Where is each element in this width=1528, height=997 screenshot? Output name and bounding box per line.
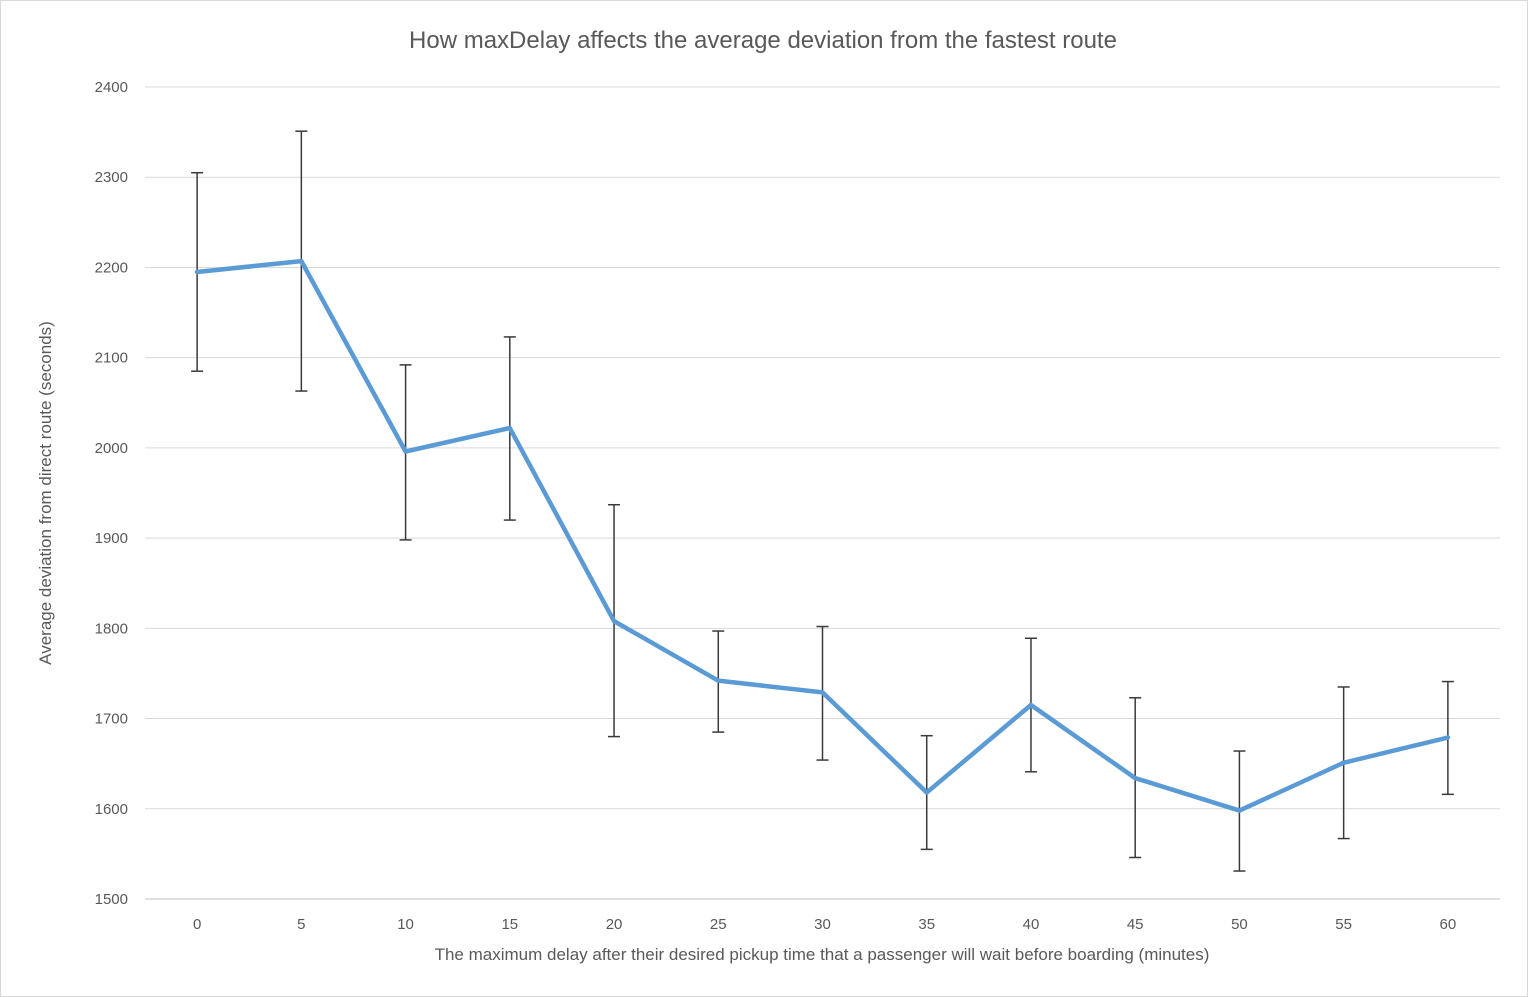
chart-title: How maxDelay affects the average deviati… xyxy=(409,27,1117,54)
data-point xyxy=(716,678,721,683)
data-point xyxy=(1445,735,1451,740)
y-tick-label: 2000 xyxy=(95,440,128,457)
y-tick-label: 2200 xyxy=(95,259,128,276)
data-point xyxy=(924,790,929,795)
error-bars xyxy=(191,130,1454,872)
y-tick-label: 1500 xyxy=(95,891,128,908)
x-tick-label: 10 xyxy=(397,916,414,933)
x-tick-label: 50 xyxy=(1231,916,1248,933)
y-axis-title: Average deviation from direct route (sec… xyxy=(36,321,55,665)
x-tick-label: 30 xyxy=(814,916,831,933)
data-point xyxy=(820,690,825,695)
x-axis-title: The maximum delay after their desired pi… xyxy=(435,945,1210,964)
x-tick-label: 25 xyxy=(710,916,727,933)
y-tick-label: 2300 xyxy=(95,169,128,186)
data-point xyxy=(1341,760,1346,765)
x-tick-label: 5 xyxy=(297,916,305,933)
x-tick-label: 20 xyxy=(606,916,623,933)
x-tick-label: 45 xyxy=(1127,916,1144,933)
data-point xyxy=(507,425,513,431)
data-point xyxy=(194,269,200,275)
x-tick-label: 15 xyxy=(501,916,518,933)
x-axis-tick-labels: 0 5 10 15 20 25 30 35 40 45 50 55 60 xyxy=(193,916,1456,933)
data-point xyxy=(1237,808,1242,813)
data-point xyxy=(1132,775,1138,781)
y-tick-label: 1800 xyxy=(95,620,128,637)
x-tick-label: 40 xyxy=(1023,916,1040,933)
series xyxy=(194,258,1451,813)
x-tick-label: 60 xyxy=(1440,916,1457,933)
x-tick-label: 35 xyxy=(918,916,935,933)
data-point xyxy=(611,618,617,624)
y-tick-label: 1600 xyxy=(95,801,128,818)
gridlines xyxy=(145,86,1500,900)
x-tick-label: 55 xyxy=(1335,916,1352,933)
y-axis-tick-labels: 1500 1600 1700 1800 1900 2000 2100 2200 2300 2400 xyxy=(95,79,128,908)
y-tick-label: 2400 xyxy=(95,79,128,96)
x-tick-label: 0 xyxy=(193,916,201,933)
data-point xyxy=(403,449,408,454)
data-point xyxy=(1028,702,1034,708)
y-tick-label: 2100 xyxy=(95,350,128,367)
data-point xyxy=(299,258,304,264)
y-tick-label: 1900 xyxy=(95,530,128,547)
y-tick-label: 1700 xyxy=(95,711,128,728)
